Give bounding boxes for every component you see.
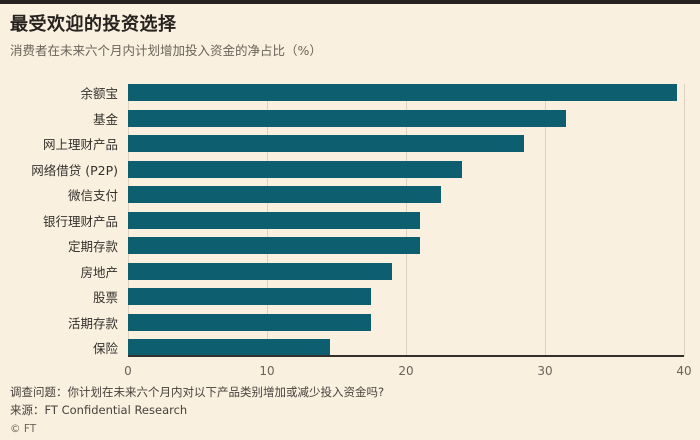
survey-question: 调查问题：你计划在未来六个月内对以下产品类别增加或减少投入资金吗?: [10, 385, 385, 399]
category-label: 房地产: [80, 264, 118, 280]
top-rule: [0, 0, 700, 4]
bar-track: [128, 339, 684, 356]
x-tick-label: 10: [259, 364, 275, 378]
bar-row: 活期存款: [10, 313, 684, 331]
source-line: 来源：FT Confidential Research: [10, 403, 188, 417]
bar-track: [128, 262, 684, 280]
bar-track: [128, 84, 684, 101]
category-label: 微信支付: [67, 188, 118, 203]
bar: [128, 109, 566, 127]
category-label: 活期存款: [67, 315, 118, 331]
bar-track: [128, 135, 684, 152]
category-label: 定期存款: [67, 239, 118, 254]
bar-track: [128, 313, 684, 331]
bar-chart: 余额宝基金网上理财产品网络借贷 (P2P) 微信支付银行理财产品定期存款房地产股票…: [10, 84, 692, 380]
x-tick-label: 30: [537, 364, 553, 378]
bar-row: 房地产: [10, 262, 684, 280]
bar-row: 网络借贷 (P2P): [10, 160, 684, 178]
bar: [128, 84, 678, 101]
x-tick-label: 0: [124, 364, 132, 378]
category-label: 保险: [92, 341, 118, 356]
bar-row: 网上理财产品: [10, 135, 684, 152]
x-tick-label: 20: [398, 364, 414, 378]
category-label: 股票: [92, 290, 118, 305]
x-axis-line: [128, 355, 684, 357]
chart-subtitle: 消费者在未来六个月内计划增加投入资金的净占比（%）: [10, 43, 322, 58]
category-label: 网上理财产品: [42, 137, 118, 152]
bar-track: [128, 211, 684, 229]
bar-row: 银行理财产品: [10, 211, 684, 229]
ft-copyright: © FT: [10, 423, 37, 435]
bar: [128, 160, 462, 178]
bar-track: [128, 288, 684, 305]
bar-track: [128, 160, 684, 178]
bar-row: 股票: [10, 288, 684, 305]
x-tick-label: 40: [676, 364, 692, 378]
bar: [128, 262, 393, 280]
bar: [128, 313, 372, 331]
bar-row: 定期存款: [10, 237, 684, 254]
bar: [128, 288, 372, 305]
category-label: 基金: [92, 111, 118, 127]
chart-title: 最受欢迎的投资选择: [10, 14, 177, 35]
bar: [128, 237, 420, 254]
gridline: [545, 84, 546, 356]
bar-track: [128, 186, 684, 203]
gridline: [684, 84, 685, 356]
bar-row: 微信支付: [10, 186, 684, 203]
bar: [128, 211, 420, 229]
bar: [128, 135, 525, 152]
bar: [128, 339, 330, 356]
x-axis-ticks: 0 10 20 30 40: [124, 360, 691, 380]
category-label: 银行理财产品: [42, 213, 118, 229]
bar-track: [128, 109, 684, 127]
bar-track: [128, 237, 684, 254]
bar-row: 保险: [10, 339, 684, 356]
bar-row: 余额宝: [10, 84, 684, 101]
bar-rows: 余额宝基金网上理财产品网络借贷 (P2P) 微信支付银行理财产品定期存款房地产股票…: [10, 84, 684, 356]
bar-row: 基金: [10, 109, 684, 127]
category-label: 网络借贷 (P2P): [31, 162, 118, 178]
category-label: 余额宝: [80, 86, 118, 101]
bar: [128, 186, 441, 203]
